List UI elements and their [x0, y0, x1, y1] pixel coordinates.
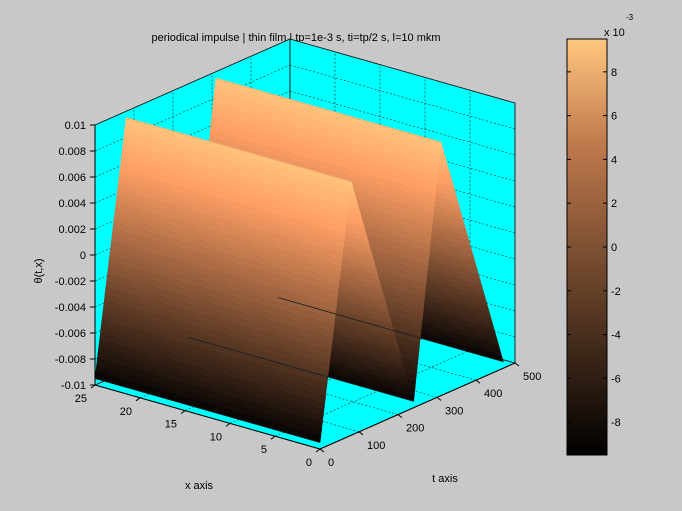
grid-line-back-z: [289, 38, 516, 104]
t-tick-mark: [514, 362, 520, 367]
t-tick-mark: [397, 414, 403, 419]
colorbar: x 10 -3 -8 -6 -4 -2 0 2 4 6 8: [566, 13, 634, 456]
grid-line-left-z: [94, 64, 291, 152]
colorbar-tick-label: 0: [611, 242, 617, 254]
t-tick-label: 500: [523, 371, 541, 383]
z-tick-label: -0.008: [55, 354, 86, 366]
z-tick-label: 0.008: [58, 146, 86, 158]
x-axis-line: [94, 384, 321, 450]
t-tick-mark: [358, 431, 364, 436]
z-tick-label: -0.006: [55, 328, 86, 340]
x-tick-mark: [180, 410, 186, 415]
x-tick-mark: [225, 422, 231, 427]
surface-edge: [188, 336, 414, 402]
x-axis-label: x axis: [185, 480, 214, 492]
t-tick-label: 400: [484, 388, 502, 400]
colorbar-tick-label: 2: [611, 198, 617, 210]
surface-edge: [278, 297, 504, 363]
colorbar-tick-label: -2: [611, 286, 621, 298]
surface-edge: [94, 378, 321, 443]
x-tick-mark: [315, 448, 321, 453]
colorbar-tick-label: -6: [611, 373, 621, 385]
t-tick-label: 200: [406, 423, 424, 435]
x-tick-label: 20: [120, 406, 132, 418]
colorbar-tick-label: 8: [611, 67, 617, 79]
t-tick-mark: [475, 379, 481, 384]
t-tick-mark: [436, 396, 442, 401]
colorbar-exponent: -3: [626, 13, 634, 22]
z-tick-label: -0.004: [55, 302, 86, 314]
x-tick-label: 10: [210, 431, 222, 443]
colorbar-tick-labels: -8 -6 -4 -2 0 2 4 6 8: [567, 67, 621, 429]
surface: [94, 77, 504, 443]
x-tick-label: 25: [75, 393, 87, 405]
t-axis-line: [319, 362, 516, 450]
z-tick-label: 0.004: [58, 198, 86, 210]
x-tick-label: 5: [261, 444, 267, 456]
z-tick-label: -0.01: [61, 380, 86, 392]
chart-title: periodical impulse | thin film | tp=1e-3…: [151, 32, 440, 44]
z-tick-label: -0.002: [55, 276, 86, 288]
t-tick-labels: 0 100 200 300 400 500: [319, 362, 541, 469]
grid-line-back-z: [289, 90, 516, 156]
t-tick-label: 300: [445, 405, 463, 417]
x-tick-mark: [270, 435, 276, 440]
z-tick-label: 0.006: [58, 172, 86, 184]
colorbar-tick-label: 4: [611, 154, 617, 166]
x-tick-label: 0: [306, 457, 312, 469]
colorbar-exponent-base: x 10: [604, 27, 625, 39]
grid-line-floor-x: [274, 349, 471, 437]
z-tick-label: 0.01: [65, 120, 86, 132]
colorbar-gradient: [566, 38, 608, 456]
t-tick-label: 0: [328, 457, 334, 469]
surface-edge: [126, 117, 352, 183]
z-axis-label: θ(t,x): [33, 258, 45, 283]
t-tick-label: 100: [367, 440, 385, 452]
colorbar-tick-label: -4: [611, 330, 621, 342]
t-tick-mark: [319, 448, 325, 453]
colorbar-tick-label: 6: [611, 111, 617, 123]
grid-line-back-z: [289, 64, 516, 130]
colorbar-tick-label: -8: [611, 417, 621, 429]
x-tick-mark: [135, 397, 141, 402]
grid-line-left-z: [94, 38, 291, 126]
t-axis-label: t axis: [432, 473, 458, 485]
z-tick-label: 0: [80, 250, 86, 262]
z-tick-labels: -0.01 -0.008 -0.006 -0.004 -0.002 0 0.002 0.004…: [55, 120, 95, 392]
plot-area: -0.01 -0.008 -0.006 -0.004 -0.002 0 0.002 0.004…: [55, 38, 541, 469]
surface-edge: [215, 77, 442, 143]
x-tick-labels: 0 5 10 15 20 25: [75, 384, 321, 469]
x-tick-label: 15: [165, 419, 177, 431]
z-tick-label: 0.002: [58, 224, 86, 236]
x-tick-mark: [90, 384, 96, 389]
